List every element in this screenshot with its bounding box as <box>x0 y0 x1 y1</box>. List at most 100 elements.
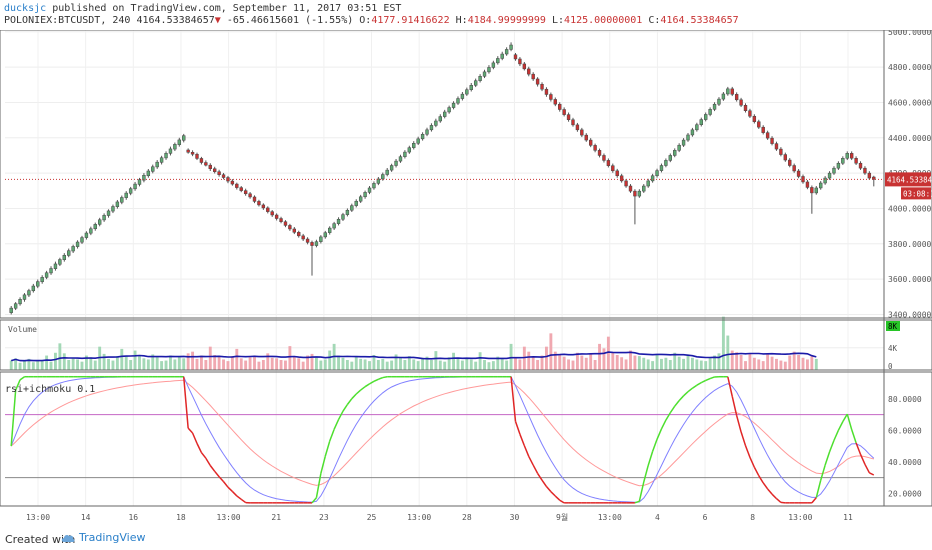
candle-down <box>615 170 619 177</box>
rsi-segment <box>869 472 875 476</box>
rsi-segment <box>532 464 539 474</box>
time-tick-label: 6 <box>703 513 708 522</box>
volume-bar <box>713 355 716 370</box>
volume-bar <box>717 353 721 370</box>
volume-bar <box>788 355 792 370</box>
rsi-segment <box>665 412 671 421</box>
volume-bar <box>792 351 796 370</box>
rsi-segment <box>674 400 680 407</box>
candle-down <box>283 221 288 226</box>
volume-bar <box>620 357 624 370</box>
time-tick-label: 13:00 <box>598 513 622 522</box>
price-tick-label: 5000.00000000 <box>888 30 932 37</box>
rsi-pane[interactable] <box>5 375 884 504</box>
candle-up <box>31 285 36 292</box>
volume-bar <box>421 357 425 370</box>
volume-bar <box>27 358 31 370</box>
volume-bar <box>761 361 765 370</box>
rsi-segment <box>815 480 822 498</box>
volume-bar <box>805 359 809 370</box>
candle-up <box>120 197 124 203</box>
price-pane[interactable] <box>5 42 884 315</box>
rsi-segment <box>554 495 561 501</box>
volume-bar <box>199 355 203 370</box>
volume-bar <box>62 353 66 370</box>
volume-bar <box>430 360 433 370</box>
volume-bar <box>545 346 548 370</box>
candle-up <box>133 183 137 190</box>
candle-down <box>522 63 527 70</box>
price-tick-label: 3600.00000000 <box>888 275 932 284</box>
volume-bar <box>182 358 186 370</box>
volume-bar <box>155 357 159 370</box>
low-value: 4125.00000001 <box>564 15 643 26</box>
candle-down <box>730 88 734 95</box>
volume-bar <box>522 346 526 370</box>
rsi-segment <box>811 497 817 504</box>
candle-up <box>332 223 336 229</box>
rsi-segment <box>545 486 552 493</box>
price-tick-label: 4000.00000000 <box>888 204 932 213</box>
volume-bar <box>686 354 690 370</box>
rsi-segment <box>758 475 764 484</box>
volume-bar <box>323 359 327 370</box>
candle-down <box>513 54 518 60</box>
candle-down <box>270 211 274 216</box>
candle-down <box>748 110 752 117</box>
candle-up <box>67 250 71 256</box>
candle-up <box>128 188 133 194</box>
candle-up <box>27 290 31 296</box>
volume-bar <box>146 359 150 370</box>
volume-bar <box>279 360 283 370</box>
volume-bar <box>275 358 279 370</box>
volume-bar <box>372 355 376 370</box>
candle-down <box>867 172 872 179</box>
time-tick-label: 25 <box>367 513 377 522</box>
rsi-tick-label: 40.0000 <box>888 458 922 467</box>
volume-bar <box>129 360 133 370</box>
candle-up <box>429 125 434 131</box>
volume-pane[interactable] <box>9 316 818 370</box>
volume-tick-label: 8K <box>888 322 898 331</box>
volume-bar <box>797 355 801 370</box>
candle-down <box>854 158 858 164</box>
candle-down <box>288 225 292 230</box>
chart-area[interactable]: 5000.00000000 4800.00000000 4600.00000000 4… <box>0 30 932 528</box>
candle-up <box>420 133 425 140</box>
volume-bar <box>589 353 593 370</box>
candle-down <box>297 232 301 237</box>
down-arrow-icon: ▼ <box>214 15 221 26</box>
volume-bar <box>766 354 770 370</box>
candle-down <box>204 162 208 166</box>
volume-bar <box>704 361 708 370</box>
time-tick-label: 16 <box>128 513 138 522</box>
candle-up <box>341 214 345 220</box>
rsi-segment <box>643 465 649 483</box>
time-tick-label: 4 <box>655 513 660 522</box>
publish-line: ducksjc published on TradingView.com, Se… <box>4 3 401 15</box>
rsi-segment <box>205 457 211 466</box>
volume-bar <box>399 357 402 370</box>
volume-bar <box>124 356 128 370</box>
candle-down <box>239 187 243 191</box>
rsi-segment <box>634 500 640 504</box>
rsi-segment <box>214 470 220 478</box>
rsi-segment <box>519 433 526 446</box>
price-tick-label: 4600.00000000 <box>888 98 932 107</box>
volume-bar <box>177 356 181 370</box>
candle-down <box>571 119 575 126</box>
volume-bar <box>726 335 730 370</box>
candle-up <box>655 170 659 177</box>
candle-up <box>36 281 40 287</box>
volume-bar <box>452 352 455 370</box>
volume-bar <box>739 355 743 370</box>
tradingview-brand-link[interactable]: TradingView <box>60 531 145 544</box>
volume-bar <box>71 357 75 370</box>
time-tick-label: 13:00 <box>26 513 50 522</box>
candle-up <box>416 138 420 144</box>
author-link[interactable]: ducksjc <box>4 3 47 14</box>
candle-down <box>279 218 283 222</box>
volume-bar <box>575 352 579 370</box>
rsi-segment <box>355 389 362 395</box>
volume-bar <box>483 360 486 370</box>
